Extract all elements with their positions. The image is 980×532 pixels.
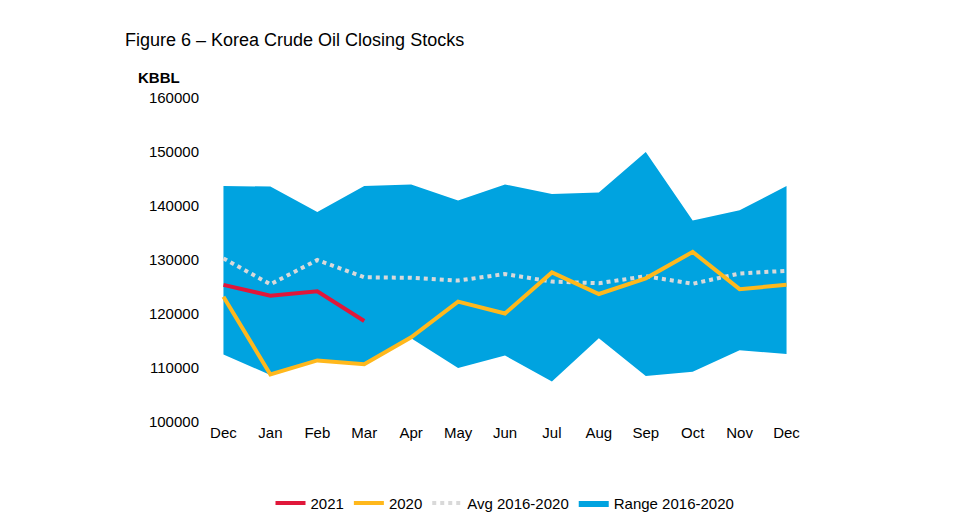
svg-text:100000: 100000 [149,413,199,430]
svg-text:Mar: Mar [351,424,377,441]
svg-text:KBBL: KBBL [138,69,180,86]
svg-text:Aug: Aug [585,424,612,441]
svg-text:Figure 6 – Korea Crude Oil Clo: Figure 6 – Korea Crude Oil Closing Stock… [125,30,464,50]
svg-text:Nov: Nov [726,424,753,441]
svg-text:140000: 140000 [149,197,199,214]
svg-text:Range 2016-2020: Range 2016-2020 [614,495,734,512]
svg-text:120000: 120000 [149,305,199,322]
svg-text:Avg 2016-2020: Avg 2016-2020 [467,495,568,512]
svg-text:Dec: Dec [210,424,237,441]
svg-text:150000: 150000 [149,143,199,160]
svg-text:Oct: Oct [681,424,705,441]
svg-text:Apr: Apr [399,424,422,441]
svg-text:130000: 130000 [149,251,199,268]
svg-text:Dec: Dec [773,424,800,441]
svg-text:110000: 110000 [150,359,199,376]
svg-text:Jun: Jun [493,424,517,441]
svg-text:Feb: Feb [304,424,330,441]
svg-text:2021: 2021 [311,495,344,512]
svg-text:160000: 160000 [149,89,199,106]
svg-text:Jul: Jul [542,424,561,441]
svg-text:Jan: Jan [258,424,282,441]
svg-text:May: May [444,424,473,441]
svg-text:2020: 2020 [389,495,422,512]
svg-text:Sep: Sep [632,424,659,441]
